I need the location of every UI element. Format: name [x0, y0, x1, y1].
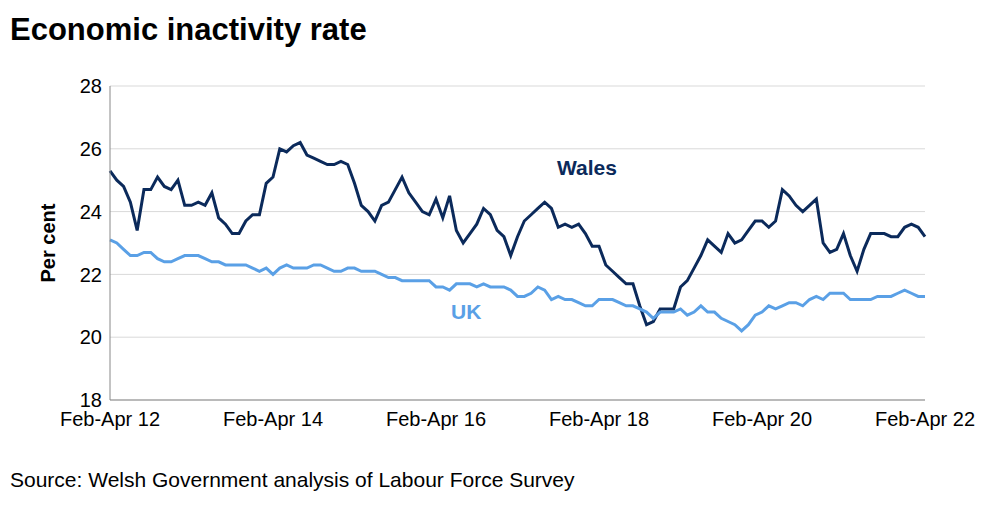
svg-text:28: 28	[80, 75, 102, 97]
svg-text:Feb-Apr 12: Feb-Apr 12	[60, 408, 160, 430]
html-text:Economic inactivity rate: Economic inactivity rate	[10, 12, 367, 47]
html-text:Source: Welsh Government analy: Source: Welsh Government analysis of Lab…	[10, 468, 575, 491]
svg-text:Feb-Apr 14: Feb-Apr 14	[223, 408, 323, 430]
svg-text:22: 22	[80, 264, 102, 286]
svg-text:Per cent: Per cent	[37, 203, 59, 282]
svg-text:26: 26	[80, 138, 102, 160]
svg-text:Feb-Apr 16: Feb-Apr 16	[386, 408, 486, 430]
svg-text:Feb-Apr 20: Feb-Apr 20	[712, 408, 812, 430]
svg-text:20: 20	[80, 326, 102, 348]
svg-text:18: 18	[80, 389, 102, 411]
html-text:Wales: Wales	[557, 156, 617, 179]
svg-text:24: 24	[80, 201, 102, 223]
html-text:UK: UK	[451, 300, 482, 323]
svg-text:Feb-Apr 18: Feb-Apr 18	[549, 408, 649, 430]
svg-text:Feb-Apr 22: Feb-Apr 22	[875, 408, 975, 430]
